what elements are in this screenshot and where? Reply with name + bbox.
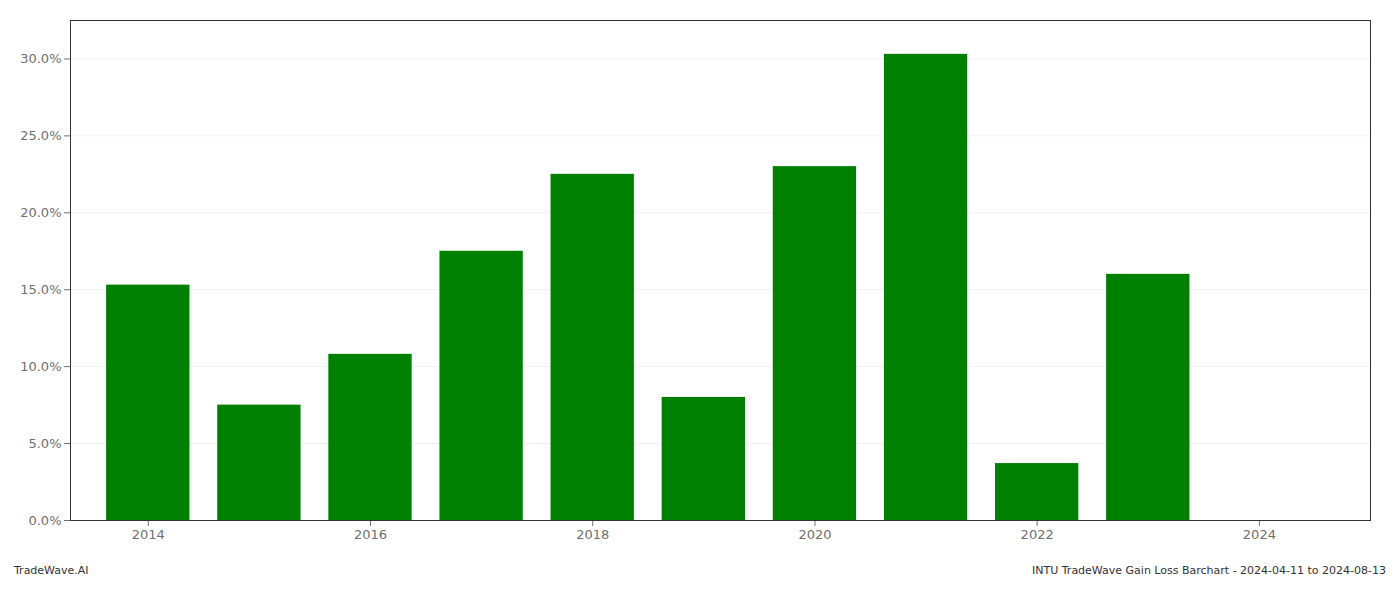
svg-text:2024: 2024 bbox=[1243, 527, 1276, 542]
svg-text:2022: 2022 bbox=[1021, 527, 1054, 542]
svg-text:20.0%: 20.0% bbox=[20, 205, 61, 220]
svg-text:15.0%: 15.0% bbox=[20, 282, 61, 297]
svg-text:25.0%: 25.0% bbox=[20, 128, 61, 143]
svg-text:2018: 2018 bbox=[576, 527, 609, 542]
svg-text:30.0%: 30.0% bbox=[20, 51, 61, 66]
svg-text:2014: 2014 bbox=[132, 527, 165, 542]
svg-text:5.0%: 5.0% bbox=[28, 436, 61, 451]
svg-text:10.0%: 10.0% bbox=[20, 359, 61, 374]
svg-text:2020: 2020 bbox=[798, 527, 831, 542]
html-text:TradeWave.AI: TradeWave.AI bbox=[14, 564, 89, 577]
svg-text:0.0%: 0.0% bbox=[28, 513, 61, 528]
svg-text:2016: 2016 bbox=[354, 527, 387, 542]
html-text:INTU TradeWave Gain Loss Barch: INTU TradeWave Gain Loss Barchart - 2024… bbox=[1032, 564, 1386, 577]
